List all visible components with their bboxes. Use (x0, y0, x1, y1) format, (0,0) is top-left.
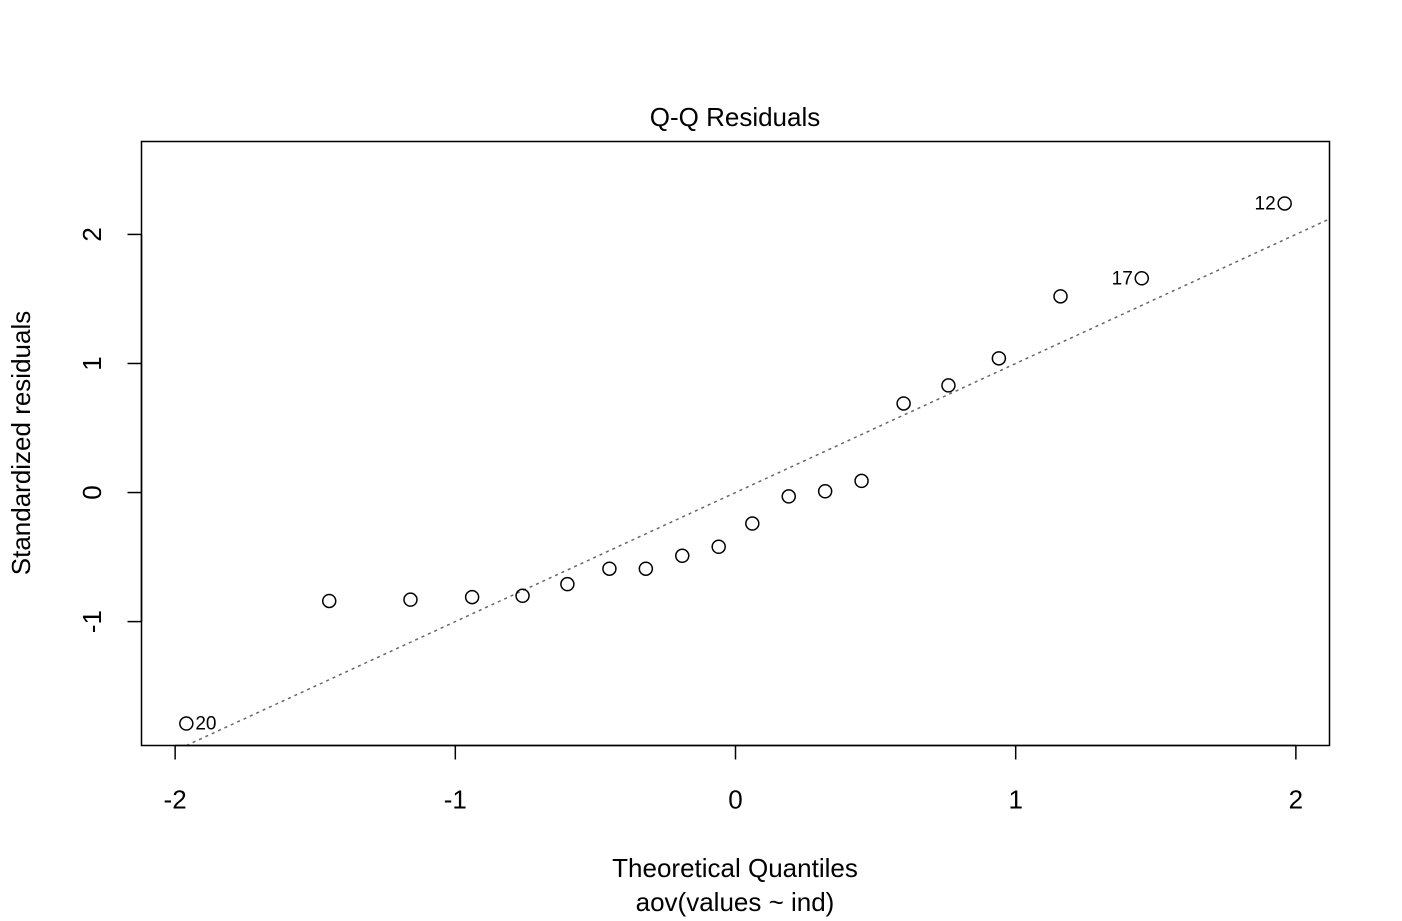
y-axis-label: Standardized residuals (6, 311, 36, 576)
y-axis: -1 0 1 2 (77, 227, 143, 633)
data-point (560, 576, 575, 592)
plot-box (140, 140, 1331, 747)
reference-line-layer (186, 218, 1330, 747)
x-axis-label: Theoretical Quantiles (612, 853, 858, 883)
chart-subtitle: aov(values ~ ind) (636, 887, 835, 917)
data-point (991, 351, 1007, 366)
point-label: 20 (195, 714, 216, 735)
data-point (464, 589, 480, 605)
data-point (817, 484, 833, 499)
data-point (781, 489, 796, 504)
data-point (854, 473, 869, 489)
x-tick-label: -1 (444, 785, 467, 815)
data-point (941, 378, 956, 393)
data-point (403, 592, 418, 607)
data-point (675, 548, 690, 564)
point-label: 17 (1112, 268, 1133, 289)
data-point (179, 716, 194, 731)
point-label: 12 (1255, 193, 1276, 214)
data-point (1277, 196, 1292, 211)
chart-title: Q-Q Residuals (650, 102, 821, 132)
reference-line (186, 218, 1330, 747)
x-tick-label: -2 (164, 785, 187, 815)
points-layer: 20 17 12 (179, 193, 1292, 735)
x-tick-label: 0 (728, 785, 742, 815)
data-point (1053, 289, 1068, 304)
x-axis: -2 -1 0 1 2 (164, 744, 1303, 815)
x-tick-label: 2 (1289, 785, 1303, 815)
data-point (896, 396, 911, 411)
x-tick-label: 1 (1008, 785, 1022, 815)
data-point (745, 516, 760, 531)
data-point (321, 593, 337, 609)
data-point (638, 561, 654, 576)
data-point (602, 561, 617, 576)
y-tick-label: 0 (77, 485, 107, 499)
data-point (1134, 271, 1150, 286)
y-tick-label: -1 (77, 610, 107, 633)
data-point (515, 588, 530, 604)
data-point (711, 539, 726, 554)
y-tick-label: 1 (77, 356, 107, 370)
y-tick-label: 2 (77, 227, 107, 241)
